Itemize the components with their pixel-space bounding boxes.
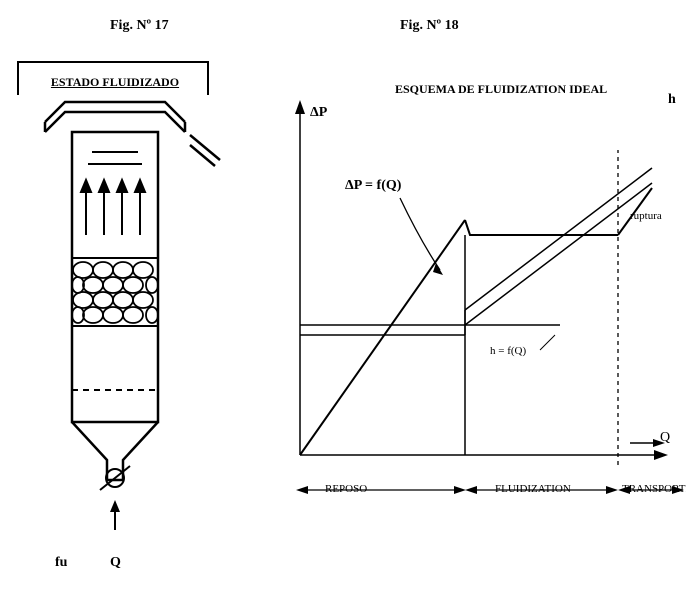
fig18-region-reposo: REPOSO (325, 483, 367, 495)
fig17-label-q: Q (110, 555, 121, 571)
fig17-label-fu: fu (55, 555, 67, 571)
fig18-chart (0, 0, 686, 520)
fig18-region-fluidization: FLUIDIZATION (495, 483, 571, 495)
fig18-region-transporte: TRANSPORTE (622, 483, 686, 495)
